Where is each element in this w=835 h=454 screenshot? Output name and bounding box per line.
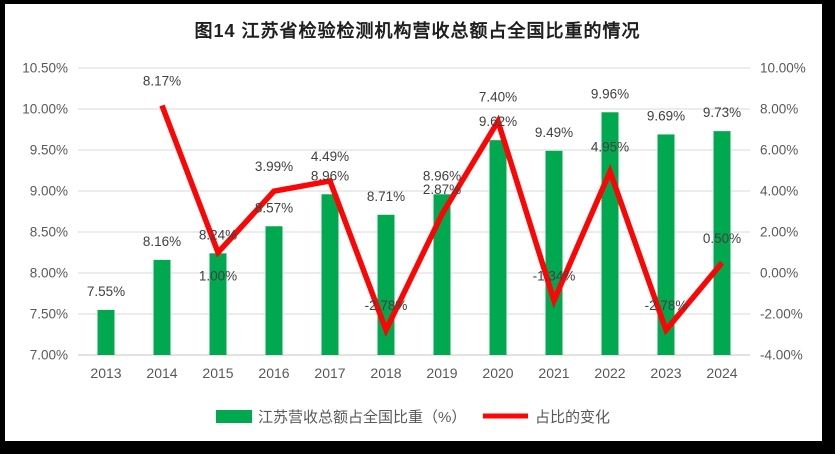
- bar-2016: [265, 226, 283, 355]
- left-axis-tick-label: 10.50%: [22, 61, 68, 76]
- bar-label: 9.62%: [479, 114, 517, 129]
- line-label: 8.17%: [143, 74, 181, 89]
- bar-label: 7.55%: [87, 284, 125, 299]
- line-label: 4.49%: [311, 149, 349, 164]
- x-axis-label: 2015: [202, 365, 233, 381]
- bar-label: 9.73%: [703, 105, 741, 120]
- bar-label: 9.96%: [591, 86, 629, 101]
- bar-2015: [209, 253, 227, 355]
- x-axis-label: 2016: [258, 365, 289, 381]
- x-axis-label: 2022: [594, 365, 625, 381]
- bar-2022: [601, 112, 619, 355]
- left-axis-tick-label: 8.50%: [30, 225, 68, 240]
- bar-label: 8.71%: [367, 189, 405, 204]
- chart-title: 图14 江苏省检验检测机构营收总额占全国比重的情况: [194, 21, 641, 41]
- bar-2019: [433, 194, 451, 355]
- x-axis-label: 2017: [314, 365, 345, 381]
- line-label: 1.00%: [199, 269, 237, 284]
- bar-2021: [545, 150, 563, 355]
- line-label: -1.34%: [533, 268, 576, 283]
- right-axis-tick-label: 10.00%: [760, 61, 806, 76]
- left-axis-tick-label: 9.00%: [30, 184, 68, 199]
- left-axis-tick-label: 7.50%: [30, 307, 68, 322]
- x-axis-label: 2020: [482, 365, 513, 381]
- x-axis-label: 2013: [90, 365, 121, 381]
- x-axis-label: 2024: [706, 365, 737, 381]
- legend-line-label: 占比的变化: [535, 409, 610, 426]
- x-axis-label: 2023: [650, 365, 681, 381]
- line-label: -2.78%: [365, 298, 408, 313]
- line-label: 4.95%: [591, 140, 629, 155]
- right-axis-tick-label: 4.00%: [760, 184, 798, 199]
- right-axis-tick-label: 2.00%: [760, 225, 798, 240]
- bar-label: 8.96%: [311, 168, 349, 183]
- x-axis-label: 2021: [538, 365, 569, 381]
- bar-label: 9.49%: [535, 125, 573, 140]
- bar-2023: [657, 134, 675, 355]
- left-axis-tick-label: 8.00%: [30, 266, 68, 281]
- legend-bar-swatch: [216, 410, 252, 423]
- line-label: 2.87%: [423, 182, 461, 197]
- legend-bar-label: 江苏营收总额占全国比重（%）: [258, 408, 466, 426]
- right-axis-tick-label: 0.00%: [760, 266, 798, 281]
- right-axis-tick-label: -2.00%: [760, 307, 803, 322]
- right-axis-tick-label: 8.00%: [760, 102, 798, 117]
- bar-2017: [321, 194, 339, 355]
- bar-label: 8.57%: [255, 200, 293, 215]
- x-axis-label: 2018: [370, 365, 401, 381]
- bar-label: 8.16%: [143, 234, 181, 249]
- line-label: 3.99%: [255, 159, 293, 174]
- bar-2020: [489, 140, 507, 355]
- left-axis-tick-label: 7.00%: [30, 348, 68, 363]
- line-label: 0.50%: [703, 231, 741, 246]
- bar-label: 8.96%: [423, 168, 461, 183]
- right-axis-tick-label: 6.00%: [760, 143, 798, 158]
- line-label: -2.78%: [645, 298, 688, 313]
- line-label: 7.40%: [479, 89, 517, 104]
- x-axis-label: 2014: [146, 365, 177, 381]
- bar-2013: [97, 309, 115, 355]
- change-line: [159, 104, 725, 337]
- chart-canvas: [5, 4, 822, 441]
- bar-label: 8.24%: [199, 227, 237, 242]
- left-axis-tick-label: 10.00%: [22, 102, 68, 117]
- x-axis-label: 2019: [426, 365, 457, 381]
- bar-2024: [713, 131, 731, 355]
- bar-2014: [153, 259, 171, 355]
- right-axis-tick-label: -4.00%: [760, 348, 803, 363]
- bar-label: 9.69%: [647, 108, 685, 123]
- left-axis-tick-label: 9.50%: [30, 143, 68, 158]
